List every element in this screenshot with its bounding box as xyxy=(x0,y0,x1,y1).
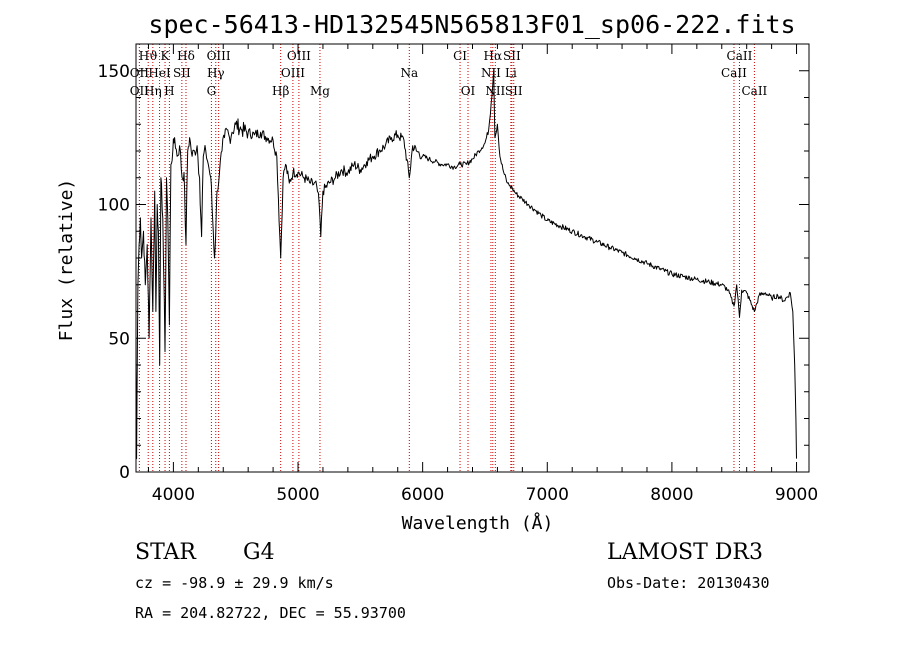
feature-label: NII xyxy=(481,66,501,80)
feature-label: SII xyxy=(503,49,521,63)
feature-label: Hδ xyxy=(177,49,195,63)
x-axis-label: Wavelength (Å) xyxy=(402,512,554,534)
coordinates: RA = 204.82722, DEC = 55.93700 xyxy=(135,604,406,622)
y-tick-label: 100 xyxy=(98,196,130,216)
feature-label: G xyxy=(207,84,217,98)
feature-label: Hη xyxy=(144,84,162,98)
x-tick-label: 6000 xyxy=(401,485,444,505)
x-tick-label: 5000 xyxy=(276,485,319,505)
object-subclass: G4 xyxy=(243,540,275,565)
feature-label: OIII xyxy=(287,49,311,63)
feature-label: Hγ xyxy=(207,66,225,80)
observation-date: Obs-Date: 20130430 xyxy=(607,574,770,592)
survey-name: LAMOST DR3 xyxy=(607,540,763,565)
feature-label: Hβ xyxy=(272,84,289,98)
x-tick-label: 8000 xyxy=(650,485,693,505)
y-axis-label: Flux (relative) xyxy=(56,179,77,342)
feature-label: Mg xyxy=(310,84,330,98)
feature-label: H xyxy=(164,84,174,98)
object-class: STAR xyxy=(135,540,196,565)
chart-title: spec-56413-HD132545N565813F01_sp06-222.f… xyxy=(148,10,795,39)
x-tick-label: 4000 xyxy=(152,485,195,505)
feature-label: Hα xyxy=(484,49,503,63)
spectrum-line xyxy=(135,70,797,460)
feature-label: Li xyxy=(505,66,517,80)
feature-label: OIII xyxy=(281,66,305,80)
feature-label: CaII xyxy=(721,66,747,80)
feature-label: K xyxy=(161,49,171,63)
feature-label: Hϑ xyxy=(139,49,158,63)
feature-label: CaII xyxy=(741,84,767,98)
feature-label: OI xyxy=(461,84,476,98)
x-tick-label: 7000 xyxy=(526,485,569,505)
feature-label: HeI xyxy=(148,66,171,80)
feature-label: NII xyxy=(485,84,505,98)
plot-frame xyxy=(135,43,810,473)
feature-label: CaII xyxy=(727,49,753,63)
feature-label: Na xyxy=(400,66,418,80)
y-tick-label: 50 xyxy=(108,329,130,349)
feature-label: SII xyxy=(505,84,523,98)
y-tick-label: 150 xyxy=(98,62,130,82)
feature-label: CI xyxy=(453,49,467,63)
x-tick-label: 9000 xyxy=(775,485,818,505)
y-tick-label: 0 xyxy=(119,463,130,483)
feature-label: OIII xyxy=(207,49,231,63)
feature-label: SII xyxy=(173,66,191,80)
feature-label: OII xyxy=(130,66,150,80)
feature-label: OII xyxy=(130,84,150,98)
redshift-velocity: cz = -98.9 ± 29.9 km/s xyxy=(135,574,334,592)
